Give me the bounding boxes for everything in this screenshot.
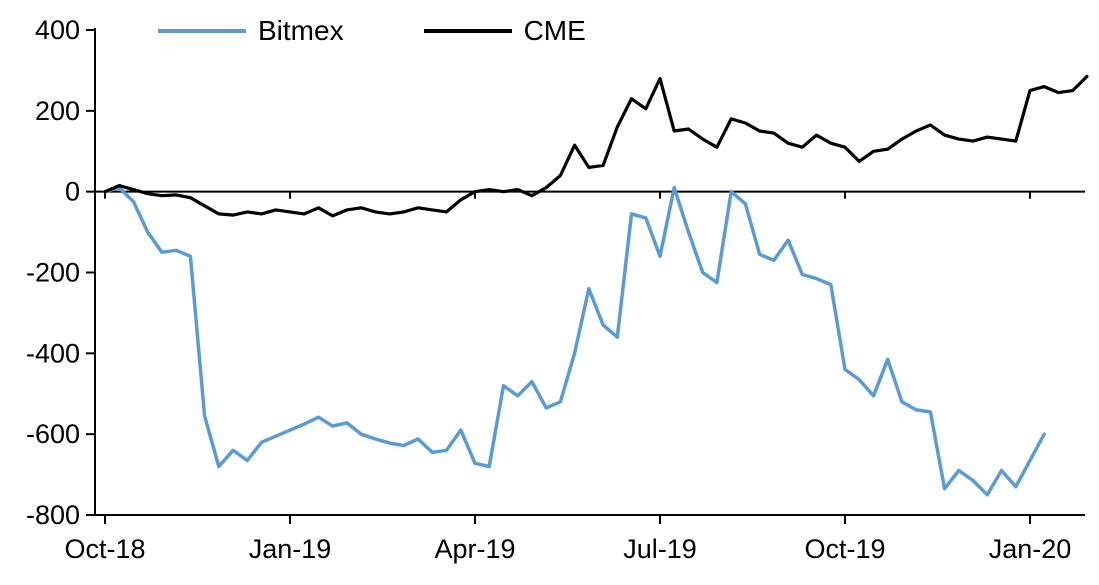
y-tick-label: 0 bbox=[65, 177, 80, 207]
y-tick-label: -400 bbox=[26, 338, 80, 368]
y-tick-label: -200 bbox=[26, 258, 80, 288]
y-tick-label: -800 bbox=[26, 500, 80, 530]
cme-line-swatch bbox=[423, 29, 512, 33]
series-line-cme bbox=[103, 74, 1089, 218]
legend-label-cme: CME bbox=[523, 15, 586, 46]
x-tick-label: Jan-20 bbox=[989, 534, 1072, 564]
x-tick-label: Jan-19 bbox=[249, 534, 332, 564]
y-tick-label: 200 bbox=[35, 96, 80, 126]
x-tick-label: Jul-19 bbox=[623, 534, 697, 564]
series-line-bitmex bbox=[103, 185, 1046, 497]
x-tick-label: Oct-19 bbox=[804, 534, 885, 564]
legend-item-cme: CME bbox=[423, 15, 586, 46]
legend-item-bitmex: Bitmex bbox=[158, 16, 344, 46]
legend-label-bitmex: Bitmex bbox=[258, 15, 344, 46]
x-tick-label: Apr-19 bbox=[434, 534, 515, 564]
x-tick-label: Oct-18 bbox=[64, 534, 145, 564]
y-tick-label: 400 bbox=[35, 15, 80, 45]
chart-legend: Bitmex CME bbox=[158, 16, 586, 46]
bitmex-line-swatch bbox=[158, 29, 246, 33]
y-tick-label: -600 bbox=[26, 419, 80, 449]
